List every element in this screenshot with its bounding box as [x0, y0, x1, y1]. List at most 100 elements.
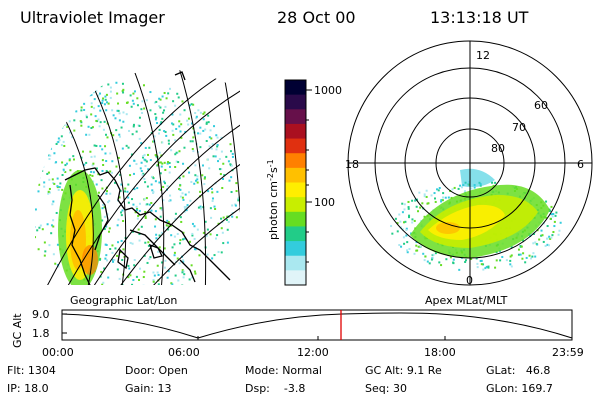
emission-dot	[102, 128, 105, 131]
emission-dot	[215, 237, 218, 240]
emission-dot	[85, 116, 88, 119]
emission-dot	[104, 98, 107, 101]
emission-dot	[434, 252, 437, 255]
emission-dot	[127, 264, 130, 267]
emission-dot	[150, 183, 153, 186]
emission-dot	[42, 165, 45, 168]
emission-dot	[134, 211, 137, 214]
colorbar-strip	[285, 138, 306, 154]
emission-dot	[183, 146, 186, 149]
emission-dot	[464, 260, 467, 263]
emission-dot	[99, 145, 102, 148]
emission-dot	[230, 191, 233, 194]
emission-dot	[104, 95, 107, 98]
emission-dot	[196, 178, 199, 181]
emission-dot	[157, 159, 160, 162]
emission-dot	[202, 231, 205, 234]
emission-dot	[128, 129, 131, 132]
y-tick-9.0: 9.0	[32, 308, 50, 321]
emission-dot	[447, 196, 450, 199]
emission-dot	[108, 199, 111, 202]
emission-dot	[41, 228, 44, 231]
emission-dot	[163, 91, 166, 94]
emission-dot	[479, 259, 482, 262]
emission-dot	[193, 225, 196, 228]
emission-dot	[417, 210, 420, 213]
emission-dot	[42, 156, 45, 159]
emission-dot	[89, 174, 92, 177]
emission-dot	[179, 216, 182, 219]
emission-dot	[144, 216, 147, 219]
left-aurora-oval	[58, 170, 102, 285]
emission-dot	[131, 133, 134, 136]
emission-dot	[113, 181, 116, 184]
emission-dot	[115, 129, 118, 132]
emission-dot	[424, 255, 427, 258]
emission-dot	[114, 117, 117, 120]
emission-dot	[142, 155, 145, 158]
emission-dot	[143, 270, 146, 273]
emission-dot	[73, 129, 76, 132]
dsp-value: -3.8	[283, 382, 306, 395]
emission-dot	[135, 205, 138, 208]
emission-dot	[517, 248, 520, 251]
emission-dot	[176, 92, 179, 95]
emission-dot	[90, 113, 93, 116]
emission-dot	[138, 233, 141, 236]
emission-dot	[156, 264, 159, 267]
emission-dot	[212, 155, 215, 158]
emission-dot	[155, 233, 158, 236]
emission-dot	[208, 136, 211, 139]
emission-dot	[174, 139, 177, 142]
emission-dot	[119, 189, 122, 192]
gain-info: Gain: 13	[125, 382, 172, 395]
emission-dot	[220, 136, 223, 139]
emission-dot	[61, 161, 64, 164]
emission-dot	[33, 148, 35, 150]
emission-dot	[209, 207, 212, 210]
emission-dot	[146, 261, 149, 264]
emission-dot	[95, 183, 98, 186]
emission-dot	[144, 210, 147, 213]
emission-dot	[94, 115, 97, 118]
emission-dot	[105, 192, 108, 195]
colorbar: 1000 100 photon cm-2s-1	[266, 79, 342, 286]
emission-dot	[147, 241, 150, 244]
emission-dot	[442, 192, 445, 195]
emission-dot	[213, 205, 216, 208]
emission-dot	[118, 277, 121, 280]
emission-dot	[56, 243, 59, 246]
polar-aurora	[390, 168, 562, 271]
emission-dot	[105, 133, 108, 136]
emission-dot	[522, 252, 525, 255]
emission-dot	[142, 276, 145, 279]
emission-dot	[196, 228, 199, 231]
emission-dot	[135, 163, 138, 166]
emission-dot	[231, 204, 234, 207]
emission-dot	[193, 182, 196, 185]
emission-dot	[101, 159, 104, 162]
emission-dot	[230, 176, 233, 179]
emission-dot	[554, 214, 557, 217]
emission-dot	[510, 265, 513, 268]
emission-dot	[90, 105, 93, 108]
emission-dot	[436, 188, 439, 191]
emission-dot	[136, 97, 139, 100]
emission-dot	[188, 191, 191, 194]
emission-dot	[39, 224, 42, 227]
emission-dot	[433, 197, 436, 200]
emission-dot	[154, 154, 157, 157]
emission-dot	[174, 165, 177, 168]
emission-dot	[56, 177, 59, 180]
emission-dot	[108, 227, 111, 230]
x-tick-0600: 06:00	[168, 346, 200, 359]
emission-dot	[140, 161, 143, 164]
colorbar-label-1000: 1000	[314, 84, 342, 97]
emission-dot	[182, 231, 185, 234]
emission-dot	[141, 173, 144, 176]
emission-dot	[111, 160, 114, 163]
emission-dot	[51, 178, 54, 181]
emission-dot	[153, 101, 156, 104]
emission-dot	[48, 244, 51, 247]
emission-dot	[101, 169, 104, 172]
